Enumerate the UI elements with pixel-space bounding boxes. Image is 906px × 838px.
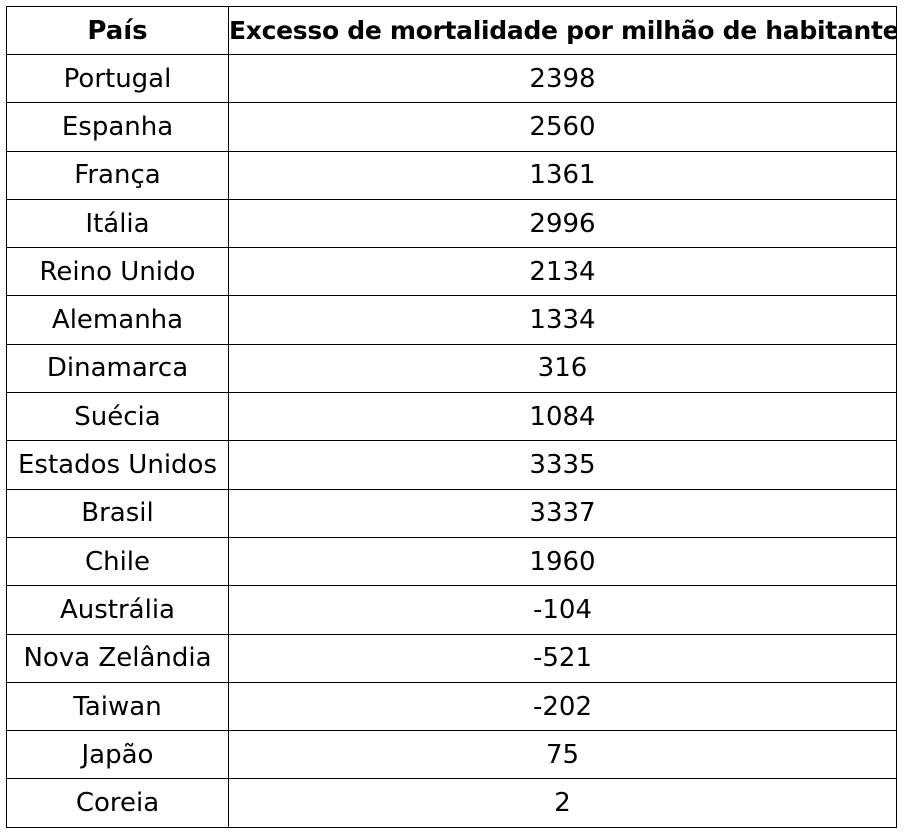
table-row: Dinamarca 316 [6,343,897,394]
country-cell: Espanha [6,102,229,152]
country-cell: Austrália [6,585,229,635]
excess-mortality-value-cell: 1361 [228,150,897,200]
excess-mortality-table: País Excesso de mortalidade por milhão d… [6,6,897,828]
country-cell: Japão [6,730,229,780]
country-cell: Nova Zelândia [6,633,229,683]
excess-mortality-value-cell: 75 [228,730,897,780]
header-row: País Excesso de mortalidade por milhão d… [6,6,897,55]
table-row: Brasil 3337 [6,488,897,538]
country-cell: Suécia [6,392,229,442]
mortality-table-container: País Excesso de mortalidade por milhão d… [6,6,897,828]
excess-mortality-value-cell: 2134 [228,247,897,297]
excess-mortality-value-cell: 2 [228,778,897,828]
country-cell: Dinamarca [6,343,229,394]
excess-mortality-value-cell: 1084 [228,392,897,442]
excess-mortality-value-cell: 1334 [228,295,897,345]
country-cell: Portugal [6,53,229,104]
table-row: Estados Unidos 3335 [6,440,897,490]
header-excess-mortality: Excesso de mortalidade por milhão de hab… [228,6,897,55]
table-row: Reino Unido 2134 [6,247,897,297]
table-row: Austrália -104 [6,585,897,635]
table-row: Suécia 1084 [6,392,897,442]
country-cell: França [6,150,229,200]
table-row: Alemanha 1334 [6,295,897,345]
table-row: Coreia 2 [6,778,897,828]
country-cell: Chile [6,536,229,587]
excess-mortality-value-cell: 2560 [228,102,897,152]
table-row: Portugal 2398 [6,53,897,104]
country-cell: Taiwan [6,681,229,732]
table-row: Japão 75 [6,730,897,780]
header-country: País [6,6,229,55]
country-cell: Estados Unidos [6,440,229,490]
table-body: Portugal 2398 Espanha 2560 França 1361 Itália 2… [6,53,897,828]
excess-mortality-value-cell: 2398 [228,53,897,104]
table-row: França 1361 [6,150,897,200]
country-cell: Coreia [6,778,229,828]
excess-mortality-value-cell: -104 [228,585,897,635]
table-row: Espanha 2560 [6,102,897,152]
excess-mortality-value-cell: 2996 [228,198,897,249]
table-row: Nova Zelândia -521 [6,633,897,683]
excess-mortality-value-cell: -202 [228,681,897,732]
excess-mortality-value-cell: 3337 [228,488,897,538]
country-cell: Itália [6,198,229,249]
country-cell: Alemanha [6,295,229,345]
excess-mortality-value-cell: 1960 [228,536,897,587]
country-cell: Brasil [6,488,229,538]
table-row: Chile 1960 [6,536,897,587]
table-row: Taiwan -202 [6,681,897,732]
excess-mortality-value-cell: -521 [228,633,897,683]
excess-mortality-value-cell: 316 [228,343,897,394]
excess-mortality-value-cell: 3335 [228,440,897,490]
table-row: Itália 2996 [6,198,897,249]
country-cell: Reino Unido [6,247,229,297]
